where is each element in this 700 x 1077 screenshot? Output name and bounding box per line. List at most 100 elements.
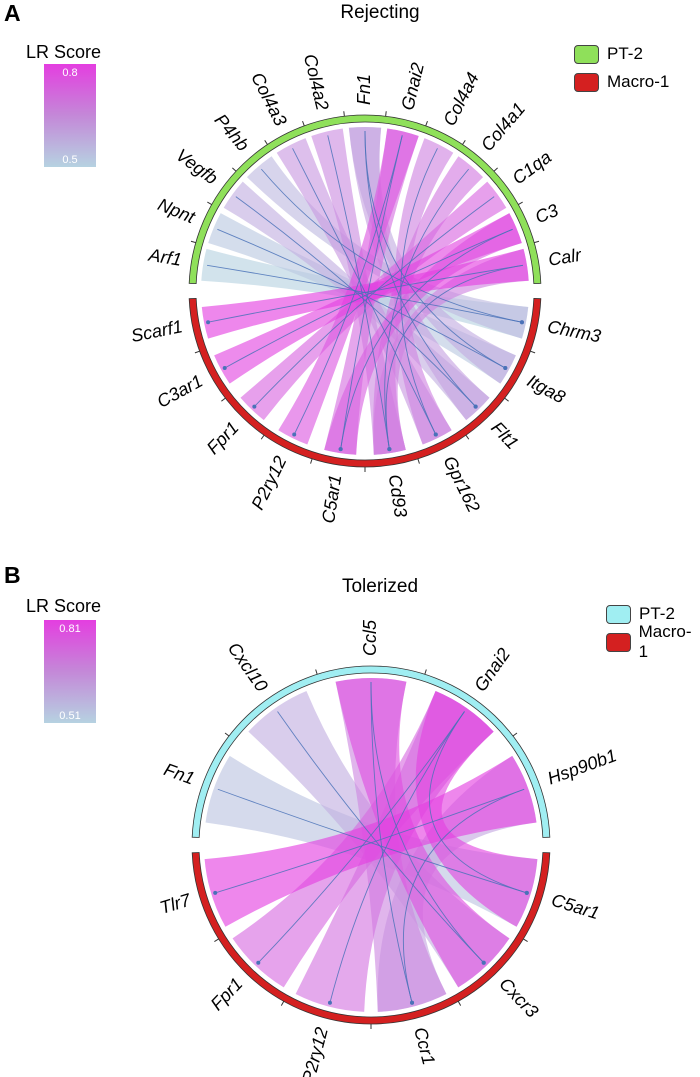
gene-label-gpr162: Gpr162 [439, 453, 483, 516]
gene-label-gnai2: Gnai2 [470, 644, 514, 695]
gene-tick [518, 201, 523, 205]
gene-tick [264, 140, 268, 145]
link-dot [503, 365, 508, 370]
gene-label-p2ry12: P2ry12 [298, 1025, 332, 1077]
legend: PT-2 Macro-1 [574, 40, 669, 96]
gene-tick [424, 669, 427, 675]
gene-tick [457, 1001, 462, 1006]
gene-label-calr: Calr [547, 245, 584, 270]
link-dot [410, 1000, 415, 1005]
gene-label-tlr7: Tlr7 [157, 889, 193, 918]
gene-label-p2ry12: P2ry12 [247, 453, 290, 513]
legend-label-pt2: PT-2 [607, 44, 643, 63]
gene-label-fpr1: Fpr1 [207, 974, 247, 1015]
link-line [400, 148, 438, 435]
link-line [257, 711, 465, 964]
link-ribbon-ccl5-cxcr3 [335, 678, 510, 988]
gene-label-col4a4: Col4a4 [439, 69, 483, 129]
link-dot [524, 890, 529, 895]
group-arc-macro-1 [188, 297, 542, 468]
gene-tick [315, 669, 318, 675]
link-dot [387, 447, 392, 452]
link-line [364, 130, 476, 407]
colorbar: 0.8 0.5 [44, 64, 96, 167]
gene-label-c5ar1: C5ar1 [549, 890, 602, 924]
group-arc-macro-1 [191, 852, 551, 1025]
legend-swatch-pt2 [606, 604, 631, 624]
gene-tick [221, 397, 226, 402]
link-ribbon-col4a4-gpr162 [394, 138, 454, 445]
link-line [340, 228, 513, 450]
link-line [384, 168, 470, 450]
gene-label-col4a2: Col4a2 [300, 52, 333, 112]
gene-tick [232, 167, 237, 172]
link-line [370, 681, 413, 1003]
gene-label-fpr1: Fpr1 [203, 418, 243, 459]
gene-label-chrm3: Chrm3 [546, 316, 603, 346]
panel-a: Arf1 Npnt Vegfb P4hb Col4a3 Col4a2 Fn1 Gnai2 Col… [4, 0, 669, 525]
gene-label-cxcl10: Cxcl10 [224, 639, 272, 696]
link-ribbon-fn1-flt1 [348, 126, 490, 421]
gene-label-c3ar1: C3ar1 [154, 371, 207, 412]
colorbar-title: LR Score [26, 42, 102, 62]
gene-label-arf1: Arf1 [146, 245, 183, 270]
link-line [402, 788, 525, 1003]
colorbar-title: LR Score [26, 596, 102, 616]
gene-label-fn1: Fn1 [354, 74, 374, 105]
gene-tick [462, 140, 466, 145]
colorbar: 0.81 0.51 [44, 620, 96, 723]
link-dot [481, 960, 486, 965]
gene-label-ccr1: Ccr1 [410, 1025, 439, 1067]
colorbar-max-label: 0.81 [59, 623, 81, 635]
link-line [292, 148, 437, 435]
link-dot [222, 365, 227, 370]
gene-label-p4hb: P4hb [211, 110, 253, 155]
gene-tick [425, 120, 428, 126]
gene-label-ccl5: Ccl5 [360, 619, 380, 656]
gene-tick [207, 201, 212, 205]
gene-tick [465, 434, 470, 440]
gene-tick [523, 938, 528, 943]
gene-tick [504, 397, 509, 402]
gene-label-hsp90b1: Hsp90b1 [545, 745, 620, 788]
link-dot [327, 1000, 332, 1005]
link-line [217, 228, 506, 369]
group-arc-pt-2 [191, 665, 551, 838]
link-line [224, 228, 513, 369]
gene-label-npnt: Npnt [155, 194, 199, 228]
gene-label-cd93: Cd93 [385, 473, 411, 519]
link-dot [433, 432, 438, 437]
panel-letter-b: B [4, 562, 21, 588]
link-ribbon-hsp90b1-tlr7 [204, 755, 537, 927]
link-line [260, 168, 523, 323]
legend-item-macro1: Macro-1 [574, 68, 669, 96]
gene-tick [493, 167, 498, 172]
colorbar-max-label: 0.8 [62, 67, 78, 79]
gene-label-c3: C3 [532, 200, 561, 227]
gene-label-c1qa: C1qa [509, 147, 556, 189]
gene-tick [512, 732, 518, 737]
legend-label-pt2: PT-2 [639, 604, 675, 623]
link-ribbon-p4hb-chrm3 [246, 156, 529, 339]
gene-tick [214, 938, 219, 943]
gene-tick [194, 350, 200, 354]
panel-letter-a: A [4, 0, 21, 26]
gene-label-scarf1: Scarf1 [129, 316, 184, 346]
chart-title-rejecting: Rejecting [340, 2, 420, 23]
gene-label-col4a3: Col4a3 [247, 69, 291, 129]
colorbar-min-label: 0.5 [62, 154, 78, 166]
legend-swatch-pt2 [574, 44, 599, 64]
link-line [254, 196, 495, 407]
link-line [385, 264, 524, 450]
chart-title-tolerized: Tolerized [341, 576, 419, 597]
gene-tick [417, 458, 420, 464]
gene-label-vegfb: Vegfb [172, 145, 221, 189]
gene-tick [385, 111, 387, 117]
link-line [207, 264, 524, 323]
legend-label-macro1: Macro-1 [638, 622, 692, 661]
link-dot [252, 404, 257, 409]
gene-tick [190, 240, 196, 244]
link-dot [292, 432, 297, 437]
gene-label-col4a1: Col4a1 [477, 99, 529, 155]
